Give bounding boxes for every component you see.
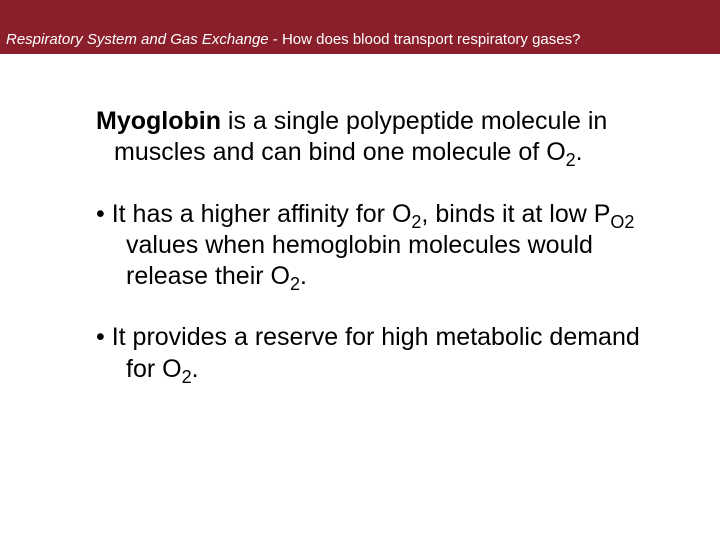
para1-sub: 2 <box>566 150 576 170</box>
bullet1-sub3: 2 <box>290 274 300 294</box>
bullet-affinity: • It has a higher affinity for O2, binds… <box>96 199 640 293</box>
header-title-rest: - How does blood transport respiratory g… <box>269 31 581 48</box>
bullet1-b: , binds it at low P <box>421 200 610 228</box>
bullet1-d: . <box>300 262 307 290</box>
slide-header: Respiratory System and Gas Exchange - Ho… <box>0 0 720 54</box>
bold-term: Myoglobin <box>96 107 221 135</box>
bullet2-prefix: • <box>96 323 112 351</box>
header-title: Respiratory System and Gas Exchange - Ho… <box>6 31 580 48</box>
bullet1-prefix: • <box>96 200 112 228</box>
bullet2-sub: 2 <box>182 367 192 387</box>
bullet1-sub2: O2 <box>610 212 634 232</box>
bullet-reserve: • It provides a reserve for high metabol… <box>96 322 640 385</box>
bullet1-a: It has a higher affinity for O <box>112 200 412 228</box>
paragraph-myoglobin: Myoglobin is a single polypeptide molecu… <box>96 106 640 169</box>
bullet2-b: . <box>192 355 199 383</box>
bullet1-c: values when hemoglobin molecules would r… <box>126 231 593 290</box>
bullet1-sub1: 2 <box>411 212 421 232</box>
header-title-italic: Respiratory System and Gas Exchange <box>6 31 269 48</box>
slide-content: Myoglobin is a single polypeptide molecu… <box>0 54 720 385</box>
para1-text-b: . <box>576 138 583 166</box>
